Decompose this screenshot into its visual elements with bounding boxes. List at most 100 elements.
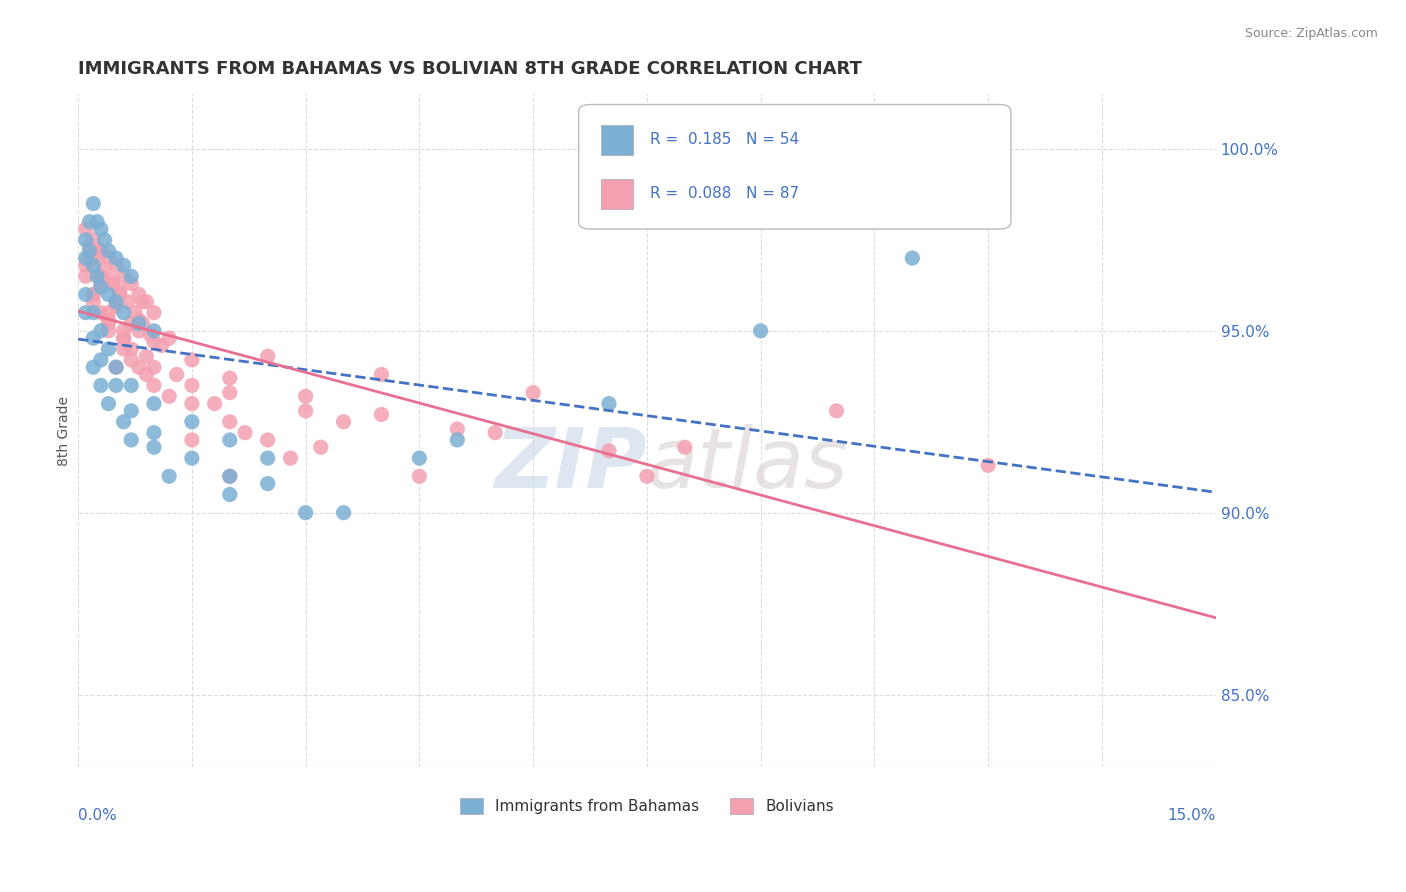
Point	[636, 469, 658, 483]
Point	[75, 259, 97, 273]
Point	[82, 331, 104, 345]
Point	[218, 487, 240, 501]
Point	[135, 349, 157, 363]
Point	[280, 451, 302, 466]
Point	[128, 317, 150, 331]
Point	[75, 306, 97, 320]
Point	[256, 433, 278, 447]
Point	[105, 294, 128, 309]
Point	[105, 294, 128, 309]
Point	[97, 396, 120, 410]
Point	[105, 360, 128, 375]
Point	[673, 440, 696, 454]
Point	[120, 277, 142, 291]
Point	[112, 269, 135, 284]
Point	[901, 251, 924, 265]
Point	[446, 433, 468, 447]
Point	[97, 313, 120, 327]
Point	[112, 415, 135, 429]
Text: 0.0%: 0.0%	[79, 807, 117, 822]
Point	[166, 368, 188, 382]
Point	[408, 469, 430, 483]
Point	[484, 425, 506, 440]
Point	[90, 306, 112, 320]
Point	[82, 233, 104, 247]
Point	[180, 415, 202, 429]
Point	[120, 317, 142, 331]
Point	[180, 378, 202, 392]
Point	[446, 422, 468, 436]
Point	[90, 222, 112, 236]
Point	[131, 294, 153, 309]
Point	[139, 327, 162, 342]
Point	[90, 269, 112, 284]
Point	[825, 404, 848, 418]
Point	[157, 389, 180, 403]
Text: R =  0.185   N = 54: R = 0.185 N = 54	[651, 132, 800, 147]
Point	[90, 244, 112, 258]
Text: IMMIGRANTS FROM BAHAMAS VS BOLIVIAN 8TH GRADE CORRELATION CHART: IMMIGRANTS FROM BAHAMAS VS BOLIVIAN 8TH …	[79, 60, 862, 78]
Point	[82, 360, 104, 375]
Point	[97, 317, 120, 331]
Point	[82, 294, 104, 309]
Point	[90, 378, 112, 392]
Point	[90, 324, 112, 338]
Point	[86, 269, 108, 284]
Point	[256, 451, 278, 466]
Text: R =  0.088   N = 87: R = 0.088 N = 87	[651, 186, 800, 201]
Point	[218, 469, 240, 483]
Point	[131, 317, 153, 331]
Point	[120, 342, 142, 356]
Point	[97, 342, 120, 356]
Point	[332, 506, 354, 520]
Point	[143, 378, 166, 392]
Point	[112, 331, 135, 345]
Point	[143, 440, 166, 454]
Point	[143, 396, 166, 410]
Point	[120, 353, 142, 368]
Point	[82, 287, 104, 301]
Point	[105, 251, 128, 265]
Point	[218, 469, 240, 483]
Point	[79, 244, 101, 258]
Point	[101, 273, 124, 287]
Point	[82, 287, 104, 301]
Point	[180, 396, 202, 410]
Point	[128, 313, 150, 327]
Point	[370, 368, 392, 382]
Point	[294, 506, 316, 520]
Point	[93, 262, 115, 277]
Point	[218, 385, 240, 400]
Point	[101, 277, 124, 291]
Point	[75, 233, 97, 247]
Point	[97, 306, 120, 320]
Point	[143, 306, 166, 320]
Point	[105, 378, 128, 392]
Point	[522, 385, 544, 400]
FancyBboxPatch shape	[602, 178, 633, 209]
Point	[180, 451, 202, 466]
Point	[408, 451, 430, 466]
Point	[93, 233, 115, 247]
Point	[218, 371, 240, 385]
Point	[135, 294, 157, 309]
Point	[90, 277, 112, 291]
Point	[150, 338, 173, 352]
Legend: Immigrants from Bahamas, Bolivians: Immigrants from Bahamas, Bolivians	[454, 792, 839, 820]
Point	[82, 259, 104, 273]
Point	[82, 306, 104, 320]
Point	[79, 215, 101, 229]
FancyBboxPatch shape	[602, 125, 633, 155]
Point	[977, 458, 1000, 473]
Point	[120, 269, 142, 284]
Point	[105, 360, 128, 375]
Point	[332, 415, 354, 429]
Point	[86, 251, 108, 265]
FancyBboxPatch shape	[579, 104, 1011, 229]
Y-axis label: 8th Grade: 8th Grade	[58, 396, 72, 466]
Point	[180, 353, 202, 368]
Point	[294, 389, 316, 403]
Point	[157, 469, 180, 483]
Point	[143, 324, 166, 338]
Point	[218, 433, 240, 447]
